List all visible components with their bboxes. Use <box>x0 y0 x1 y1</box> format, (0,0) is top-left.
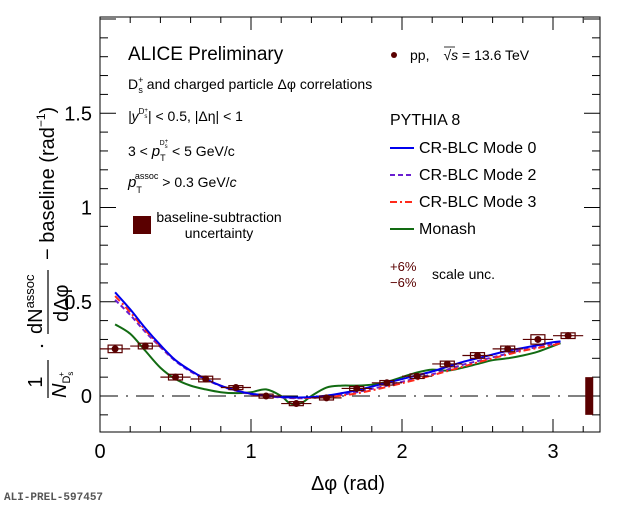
baseline-legend-label-1: baseline-subtraction <box>156 209 281 225</box>
y-label-frac2-num: dNassoc <box>22 274 47 334</box>
data-marker <box>383 379 391 387</box>
data-point <box>371 379 402 387</box>
plot-frame <box>99 16 601 433</box>
scale-unc-minus: −6% <box>390 275 417 290</box>
data-point <box>281 400 312 408</box>
data-point <box>220 384 251 392</box>
watermark: ALI-PREL-597457 <box>4 492 103 504</box>
data-point <box>190 375 221 383</box>
data-marker <box>534 335 542 343</box>
data-marker <box>443 360 451 368</box>
data-marker <box>111 345 119 353</box>
data-point <box>251 392 282 400</box>
data-marker <box>504 345 512 353</box>
data-sys-box <box>107 344 123 354</box>
model-curves <box>114 291 561 406</box>
baseline-uncertainty-band <box>585 377 594 415</box>
y-label-suffix: − baseline (rad−1) <box>34 107 59 260</box>
y-label-frac2-den: dΔφ <box>51 285 73 322</box>
y-tick-label: 0 <box>81 386 92 408</box>
x-tick-label: 1 <box>245 441 256 463</box>
data-point <box>100 344 131 354</box>
data-marker <box>141 342 149 350</box>
x-tick-label: 3 <box>547 441 558 463</box>
legend-model-header: PYTHIA 8 <box>390 112 460 129</box>
data-point <box>311 394 342 402</box>
data-point <box>402 372 433 380</box>
data-marker <box>292 400 300 408</box>
data-marker <box>564 332 572 340</box>
data-point <box>462 351 493 359</box>
annotation-line-3: 3 < pTDs+ < 5 GeV/c <box>128 139 235 163</box>
series-cr-blc-mode-0 <box>114 291 561 399</box>
legend-label-cr-blc-mode-0: CR-BLC Mode 0 <box>419 140 536 157</box>
x-tick-label: 0 <box>94 441 105 463</box>
data-marker <box>323 394 330 402</box>
legend-label-cr-blc-mode-3: CR-BLC Mode 3 <box>419 194 536 211</box>
data-marker <box>172 373 179 381</box>
data-point <box>130 342 161 350</box>
annotation-line-4: pTassoc > 0.3 GeV/c <box>127 171 237 195</box>
legend-data-label: pp, √s = 13.6 TeV <box>410 47 530 63</box>
data-point <box>341 384 372 392</box>
y-label-frac1-num: 1 <box>25 376 47 387</box>
x-axis-label: Δφ (rad) <box>311 473 385 495</box>
scale-unc-plus: +6% <box>390 259 417 274</box>
data-marker <box>202 375 210 383</box>
annotation-line-2: |yDs+| < 0.5, |Δη| < 1 <box>128 107 243 124</box>
data-marker <box>474 351 481 359</box>
data-marker <box>353 384 361 392</box>
data-marker <box>232 384 240 392</box>
data-point <box>492 345 523 353</box>
data-point <box>553 332 584 340</box>
annotation-line-1: D+ s and charged particle Δφ correlations <box>128 75 372 95</box>
y-label-dot <box>40 344 44 348</box>
y-axis-label: 1 NDs+ dNassoc dΔφ − baseline (rad−1) <box>22 107 75 398</box>
x-tick-label: 2 <box>396 441 407 463</box>
baseline-uncertainty-legend-swatch <box>133 216 151 234</box>
chart-title: ALICE Preliminary <box>128 44 284 65</box>
data-marker <box>413 372 421 380</box>
baseline-legend-label-2: uncertainty <box>185 225 253 241</box>
scale-unc-label: scale unc. <box>432 266 495 282</box>
data-point <box>522 334 553 345</box>
legend-entries: CR-BLC Mode 0 CR-BLC Mode 2 CR-BLC Mode 3 M… <box>390 140 536 238</box>
plot-border <box>99 16 601 433</box>
legend-label-monash: Monash <box>419 221 476 238</box>
data-point <box>160 373 191 381</box>
y-tick-label: 1 <box>81 198 92 220</box>
axis-ticks <box>99 17 600 432</box>
y-tick-label: 0.5 <box>64 292 92 314</box>
data-sys-box <box>530 334 546 345</box>
legend-data-marker <box>391 52 397 58</box>
y-label-frac1-den: NDs+ <box>49 372 75 398</box>
baseline-uncertainty-bar <box>585 377 594 415</box>
legend-label-cr-blc-mode-2: CR-BLC Mode 2 <box>419 167 536 184</box>
tick-labels: 0 1 2 3 0 0.5 1 1.5 <box>64 103 558 463</box>
data-point <box>432 360 463 368</box>
data-marker <box>262 392 270 400</box>
y-tick-label: 1.5 <box>64 103 92 125</box>
series-monash <box>114 323 561 406</box>
data-points <box>100 332 584 408</box>
